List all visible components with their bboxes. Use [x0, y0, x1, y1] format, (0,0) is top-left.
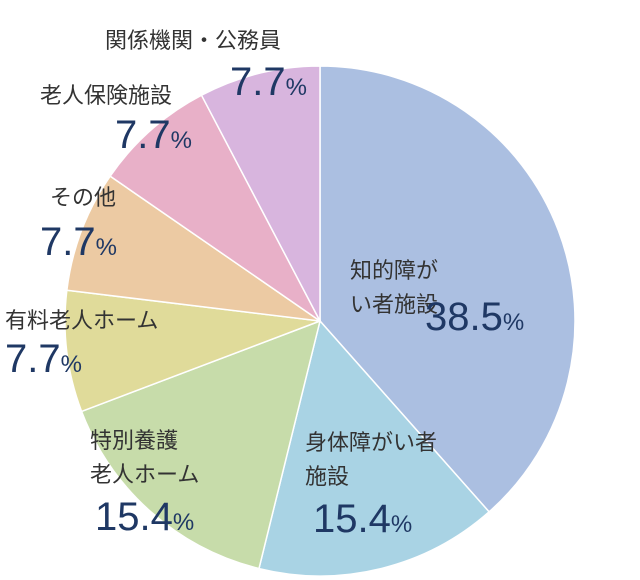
- slice-label: 特別養護老人ホーム: [90, 429, 199, 488]
- pie-slice: [258, 319, 491, 577]
- slice-label: その他: [50, 186, 116, 211]
- data-label: 7.7%: [230, 60, 307, 104]
- slice-label: 身体障がい者施設: [305, 431, 437, 490]
- slice-label: 関係機関・公務員: [105, 29, 281, 54]
- pie-slices: [64, 65, 576, 577]
- pie-slice: [319, 65, 576, 513]
- slice-label: 知的障がい者施設: [350, 259, 438, 318]
- data-label: 7.7%: [40, 220, 117, 264]
- data-label: 15.4%: [313, 497, 412, 541]
- pie-slice: [66, 175, 321, 322]
- slice-label: 老人保険施設: [40, 84, 172, 109]
- pie-slice: [109, 94, 321, 322]
- data-label: 7.7%: [115, 113, 192, 157]
- pie-slice: [200, 65, 321, 322]
- slice-label: 有料老人ホーム: [5, 309, 158, 334]
- data-label: 38.5%: [425, 295, 524, 339]
- data-label: 7.7%: [5, 337, 82, 381]
- data-label: 15.4%: [95, 495, 194, 539]
- pie-slice: [64, 289, 321, 413]
- pie-slice: [80, 319, 322, 570]
